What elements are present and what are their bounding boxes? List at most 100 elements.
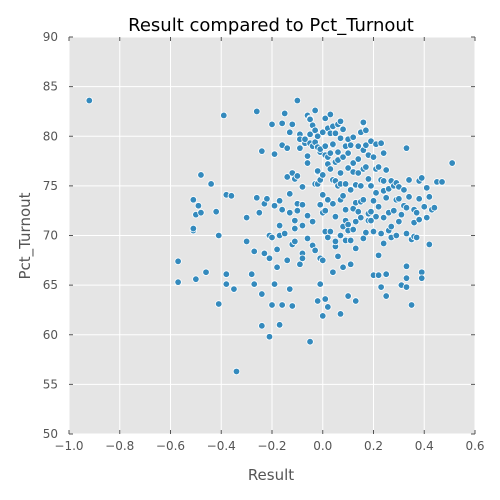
data-point (339, 192, 347, 200)
data-point (402, 262, 411, 270)
data-point (418, 274, 426, 282)
data-point (382, 270, 390, 278)
data-point (288, 120, 296, 129)
tick-marks (68, 36, 476, 435)
data-point (316, 280, 324, 288)
data-point (374, 163, 383, 171)
data-point (344, 292, 352, 300)
data-point (174, 278, 182, 286)
data-point (230, 285, 238, 293)
data-point (362, 163, 370, 171)
data-point (316, 201, 324, 209)
y-tick-label: 70 (43, 229, 58, 243)
data-point (331, 237, 340, 246)
data-point (349, 225, 357, 234)
data-point (334, 148, 342, 156)
data-point (283, 144, 291, 152)
data-point (247, 270, 256, 278)
data-point (250, 247, 258, 256)
data-point (374, 271, 383, 279)
data-point (412, 233, 421, 242)
y-tick-label: 60 (43, 328, 58, 342)
data-point (379, 213, 388, 222)
data-point (275, 321, 284, 329)
data-point (278, 205, 286, 214)
data-point (189, 196, 198, 204)
data-point (331, 129, 340, 137)
data-point (400, 186, 408, 194)
data-point (298, 254, 307, 263)
data-point (349, 133, 357, 141)
data-point (232, 367, 241, 376)
data-point (298, 201, 307, 209)
data-point (336, 231, 345, 240)
data-point (359, 196, 368, 204)
x-tick-label: 0.2 (364, 439, 383, 453)
data-point (402, 283, 411, 291)
data-point (174, 257, 182, 266)
data-point (372, 212, 380, 221)
data-point (293, 172, 302, 180)
data-point (286, 128, 294, 136)
data-point (303, 211, 312, 220)
data-point (382, 194, 390, 202)
data-point (336, 169, 345, 177)
y-tick-label: 65 (43, 278, 58, 292)
data-point (405, 193, 413, 201)
y-tick-label: 55 (43, 377, 58, 391)
data-point (258, 147, 266, 155)
data-point (222, 270, 231, 278)
data-point (212, 207, 220, 216)
data-point (369, 197, 378, 205)
data-points (85, 96, 456, 376)
data-point (306, 130, 314, 138)
data-point (423, 184, 431, 192)
data-point (321, 142, 329, 150)
data-point (286, 285, 294, 293)
data-point (301, 135, 309, 143)
data-point (227, 192, 236, 200)
data-point (377, 139, 385, 147)
data-point (407, 301, 416, 309)
data-point (293, 96, 302, 105)
data-point (321, 114, 329, 123)
data-point (382, 166, 390, 174)
data-point (255, 208, 264, 217)
data-point (298, 221, 307, 230)
data-point (215, 300, 223, 308)
data-point (321, 206, 329, 215)
data-point (329, 200, 337, 208)
x-tick-label: −0.8 (105, 439, 134, 453)
data-point (298, 183, 307, 191)
data-point (352, 297, 360, 305)
data-point (242, 237, 251, 246)
data-point (258, 290, 266, 298)
data-point (329, 268, 337, 276)
data-point (270, 150, 279, 158)
data-point (346, 260, 355, 268)
x-axis-label: Result (248, 466, 294, 484)
data-point (253, 194, 261, 202)
y-tick-label: 90 (43, 30, 58, 44)
data-point (253, 107, 261, 116)
data-point (374, 251, 383, 260)
data-point (379, 239, 388, 248)
y-tick-labels: 50 55 60 65 70 75 80 85 90 (43, 30, 58, 441)
data-point (412, 208, 421, 217)
data-point (313, 167, 322, 175)
data-point (448, 159, 456, 167)
data-point (275, 221, 284, 230)
data-point (362, 228, 370, 237)
data-point (324, 303, 332, 311)
data-point (418, 174, 426, 182)
data-point (283, 256, 291, 265)
data-point (372, 189, 380, 197)
data-point (379, 149, 388, 157)
data-point (250, 280, 258, 288)
data-point (405, 176, 413, 184)
x-tick-label: 0.0 (313, 439, 332, 453)
data-point (197, 208, 205, 217)
data-point (321, 295, 329, 303)
data-point (379, 177, 388, 185)
